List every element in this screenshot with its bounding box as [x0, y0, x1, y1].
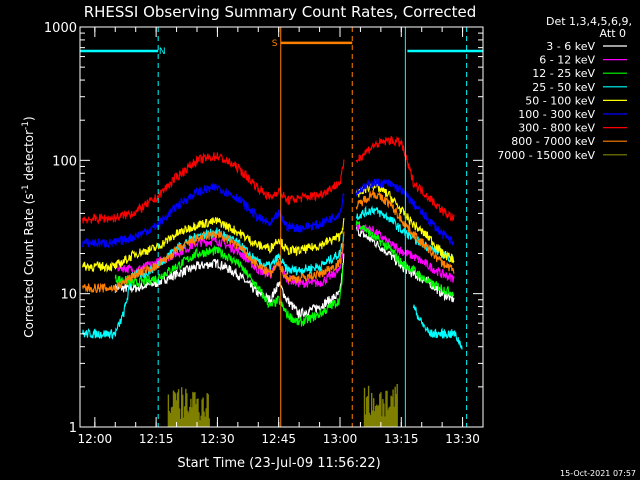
x-tick-label-6: 13:30: [445, 432, 480, 446]
x-tick-label-3: 12:45: [261, 432, 296, 446]
legend-label-7000-15000kev: 7000 - 15000 keV: [497, 149, 595, 162]
legend-label-3-6kev: 3 - 6 keV: [546, 40, 595, 53]
legend-label-12-25kev: 12 - 25 keV: [532, 67, 595, 80]
series-100-300kev-seg1: [82, 183, 345, 249]
axis-layer: 12:00 12:15 12:30 12:45 13:00 13:15 13:30 1 10 10…: [44, 21, 484, 446]
x-tick-label-4: 13:00: [323, 432, 358, 446]
data-layer: [82, 135, 463, 427]
legend-header-line-2: Att 0: [600, 27, 626, 40]
y-tick-label-1: 10: [60, 288, 77, 303]
series-50-100kev-seg1: [82, 216, 345, 273]
y-tick-label-0: 1: [69, 421, 77, 436]
legend-label-50-100kev: 50 - 100 keV: [525, 94, 595, 107]
legend-label-800-7000kev: 800 - 7000 keV: [511, 135, 595, 148]
x-tick-label-5: 13:15: [384, 432, 419, 446]
legend-header-line-1: Det 1,3,4,5,6,9,: [546, 15, 632, 28]
x-axis-label: Start Time (23-Jul-09 11:56:22): [177, 456, 380, 471]
x-tick-label-2: 12:30: [200, 432, 235, 446]
legend-label-100-300kev: 100 - 300 keV: [518, 108, 595, 121]
y-axis-label: Corrected Count Rate (s-1 detector-1): [21, 116, 36, 337]
y-tick-label-2: 100: [52, 154, 77, 169]
series-6-12kev-seg1: [115, 236, 345, 288]
series-300-800kev-seg1: [82, 152, 345, 225]
series-25-50kev-seg3: [412, 304, 463, 350]
annotation-label-S: S: [272, 39, 278, 49]
footer-timestamp: 15-Oct-2021 07:57: [560, 469, 636, 478]
legend-label-300-800kev: 300 - 800 keV: [518, 122, 595, 135]
chart-title: RHESSI Observing Summary Count Rates, Co…: [84, 3, 477, 21]
series-25-50kev-seg0: [82, 281, 132, 340]
legend-label-6-12kev: 6 - 12 keV: [539, 54, 595, 67]
x-tick-label-1: 12:15: [139, 432, 174, 446]
y-tick-label-3: 1000: [44, 21, 77, 36]
legend-label-25-50kev: 25 - 50 keV: [532, 81, 595, 94]
series-3-6kev-seg1: [114, 253, 345, 320]
x-tick-label-0: 12:00: [78, 432, 113, 446]
series-800-7000kev-seg1: [82, 230, 345, 294]
annotation-label-N: N: [159, 47, 166, 57]
series-12-25kev-seg1: [114, 244, 345, 327]
plot-frame: [79, 26, 484, 428]
